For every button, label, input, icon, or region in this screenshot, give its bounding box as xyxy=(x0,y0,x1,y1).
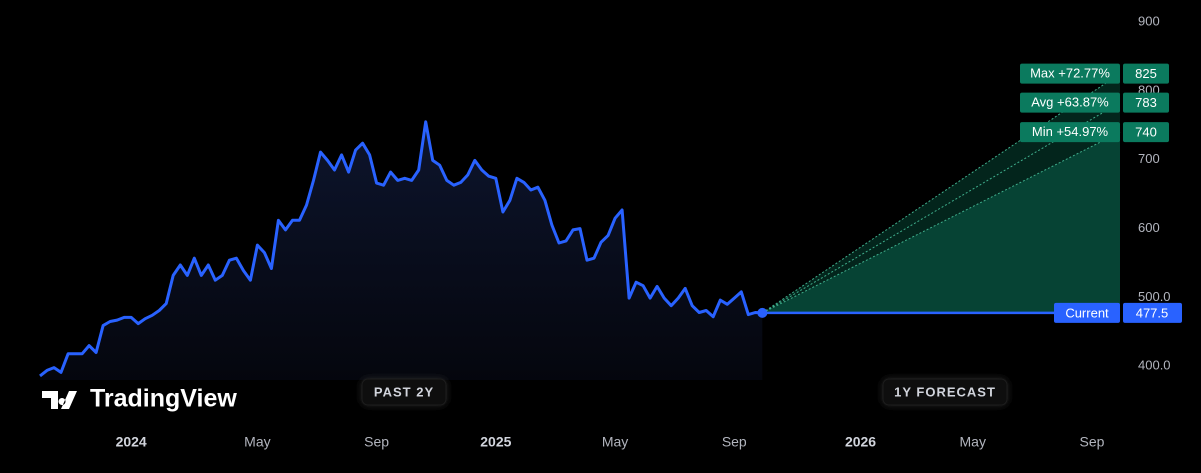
x-tick-label: 2024 xyxy=(116,434,147,450)
forecast-tag xyxy=(1020,63,1120,84)
x-tick-label: 2025 xyxy=(480,434,511,450)
forecast-change: +63.87% xyxy=(1057,95,1109,110)
current-value: 477.5 xyxy=(1136,305,1169,320)
y-tick-label: 700 xyxy=(1138,151,1160,166)
watermark: TradingView xyxy=(42,385,237,413)
forecast-change: +54.97% xyxy=(1056,125,1108,140)
x-tick-label: May xyxy=(602,434,628,450)
forecast-tag-text: Avg +63.87% xyxy=(1031,95,1109,110)
x-tick-label: Sep xyxy=(1079,434,1104,450)
forecast-name: Avg xyxy=(1031,95,1053,110)
period-label: PAST 2Y xyxy=(374,384,434,399)
y-tick-label: 400.0 xyxy=(1138,358,1171,373)
forecast-value: 740 xyxy=(1135,125,1157,140)
forecast-value: 825 xyxy=(1135,66,1157,81)
forecast-name: Max xyxy=(1030,66,1055,81)
y-tick-label: 600 xyxy=(1138,220,1160,235)
forecast-value-tag xyxy=(1123,63,1169,84)
forecast-value-tag xyxy=(1123,92,1169,113)
forecast-line xyxy=(762,131,1121,314)
current-tag xyxy=(1054,302,1120,323)
current-value-tag xyxy=(1123,302,1182,323)
logo-icon xyxy=(42,391,77,409)
logo-text: TradingView xyxy=(90,385,237,413)
forecast-tag xyxy=(1020,92,1120,113)
forecast-tag-text: Max +72.77% xyxy=(1030,66,1110,81)
period-pill xyxy=(361,378,447,406)
y-tick-label: 900 xyxy=(1138,13,1160,28)
forecast-value-tag xyxy=(1123,122,1169,143)
x-tick-label: Sep xyxy=(722,434,747,450)
y-tick-label: 500.0 xyxy=(1138,289,1171,304)
forecast-change: +72.77% xyxy=(1058,66,1110,81)
period-label: 1Y FORECAST xyxy=(894,384,996,399)
current-tag-text: Current xyxy=(1065,305,1109,320)
forecast-name: Min xyxy=(1032,125,1053,140)
current-dot xyxy=(757,307,768,318)
period-pill xyxy=(882,378,1008,406)
price-line xyxy=(39,120,763,378)
x-tick-label: May xyxy=(960,434,986,450)
forecast-tag xyxy=(1020,122,1120,143)
forecast-value: 783 xyxy=(1135,95,1157,110)
x-tick-label: May xyxy=(244,434,270,450)
x-tick-label: Sep xyxy=(364,434,389,450)
price-area xyxy=(40,121,763,381)
forecast-tag-text: Min +54.97% xyxy=(1032,125,1109,140)
x-tick-label: 2026 xyxy=(845,434,876,450)
